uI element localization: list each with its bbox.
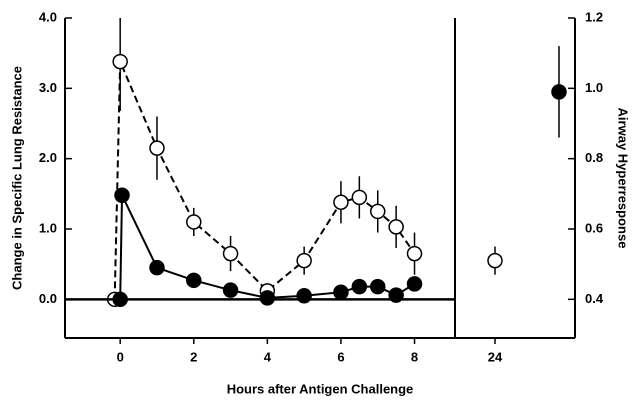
y-axis-label: Change in Specific Lung Resistance (9, 66, 24, 290)
y2-axis-label: Airway Hyperresponse (616, 108, 631, 249)
x-tick-label: 24 (488, 349, 503, 364)
x-tick-label: 6 (337, 349, 344, 364)
y-tick-label: 3.0 (39, 80, 57, 95)
point (333, 284, 349, 301)
point (351, 189, 368, 206)
point (406, 245, 423, 262)
y2-tick-label: 0.8 (585, 150, 603, 165)
y-tick-label: 4.0 (39, 9, 57, 24)
point (551, 84, 567, 100)
point (369, 278, 386, 295)
x-axis-label: Hours after Antigen Challenge (227, 381, 414, 396)
y-tick-label: 2.0 (39, 150, 57, 165)
x-tick-label: 8 (411, 349, 418, 364)
point (112, 53, 128, 70)
point (149, 259, 165, 276)
point (149, 140, 165, 156)
y2-tick-label: 0.6 (585, 220, 603, 235)
point (186, 272, 202, 289)
point (222, 245, 239, 262)
point (333, 194, 349, 211)
y-tick-label: 0.0 (39, 291, 57, 306)
x-tick-label: 4 (264, 349, 272, 364)
point (296, 252, 312, 269)
point (369, 203, 386, 220)
x-tick-label: 2 (190, 349, 197, 364)
point (406, 276, 423, 292)
y2-tick-label: 1.0 (585, 80, 603, 95)
point (296, 288, 312, 304)
point (351, 278, 368, 295)
x-tick-label: 0 (117, 349, 124, 364)
point (388, 219, 404, 235)
point (222, 282, 239, 298)
series-line (113, 61, 416, 300)
point (186, 214, 202, 230)
y2-tick-label: 1.2 (585, 9, 603, 24)
y2-tick-label: 0.4 (585, 291, 604, 306)
point (259, 290, 276, 306)
y-tick-label: 1.0 (39, 220, 57, 235)
point (487, 252, 503, 269)
point (114, 187, 130, 203)
